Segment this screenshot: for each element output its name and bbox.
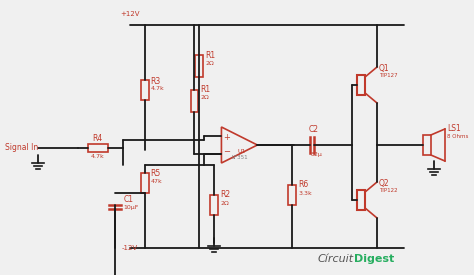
Text: 47k: 47k [151,179,163,184]
Bar [357,75,365,95]
Text: +: + [223,133,230,142]
Text: R6: R6 [298,180,309,189]
Text: C2: C2 [308,125,318,134]
Text: R1: R1 [201,85,210,94]
Text: −: − [223,147,230,156]
Text: +12V: +12V [120,11,139,17]
Bar [195,55,203,77]
Bar [191,90,199,112]
Text: R1: R1 [205,51,216,60]
Text: 4.7k: 4.7k [151,86,164,91]
Text: Q1: Q1 [379,64,390,73]
Bar [210,195,219,215]
Text: Digest: Digest [354,254,394,264]
Text: LF351: LF351 [231,155,248,160]
Bar [423,135,431,155]
Bar [357,190,365,210]
Text: U1: U1 [237,149,246,154]
Text: Signal In: Signal In [5,144,38,153]
Text: 3.3k: 3.3k [298,191,312,196]
Text: -12V: -12V [122,245,138,251]
Text: R2: R2 [220,190,230,199]
Text: C1: C1 [124,195,134,204]
Text: R5: R5 [151,169,161,178]
Text: R3: R3 [151,77,161,86]
Bar [141,173,149,193]
Text: Q2: Q2 [379,179,390,188]
Bar [141,80,149,100]
Text: TIP127: TIP127 [379,73,398,78]
Text: TIP122: TIP122 [379,188,398,193]
Text: 2Ω: 2Ω [205,61,214,66]
Text: 2Ω: 2Ω [201,95,209,100]
Bar [88,144,108,152]
Text: R4: R4 [92,134,103,143]
Text: LS1: LS1 [447,124,461,133]
Text: 82μ: 82μ [310,152,322,157]
Text: 4.7k: 4.7k [91,154,105,159]
Bar [288,185,296,205]
Text: 10μF: 10μF [124,205,139,210]
Text: Círcuit: Círcuit [318,254,354,264]
Text: 2Ω: 2Ω [220,201,229,206]
Text: 8 Ohms: 8 Ohms [447,134,468,139]
